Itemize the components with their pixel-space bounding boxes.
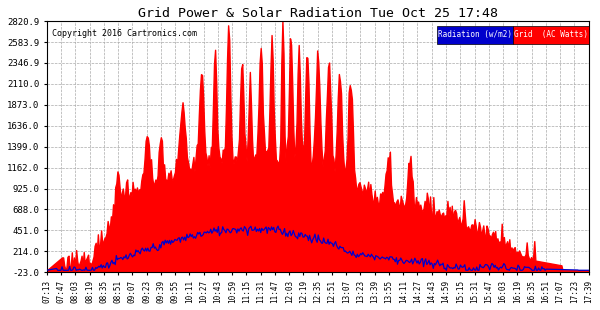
Text: Radiation (w/m2): Radiation (w/m2) [438,30,512,39]
Text: Grid  (AC Watts): Grid (AC Watts) [514,30,587,39]
Title: Grid Power & Solar Radiation Tue Oct 25 17:48: Grid Power & Solar Radiation Tue Oct 25 … [137,7,497,20]
FancyBboxPatch shape [437,26,513,44]
FancyBboxPatch shape [513,26,589,44]
Text: Copyright 2016 Cartronics.com: Copyright 2016 Cartronics.com [52,29,197,38]
